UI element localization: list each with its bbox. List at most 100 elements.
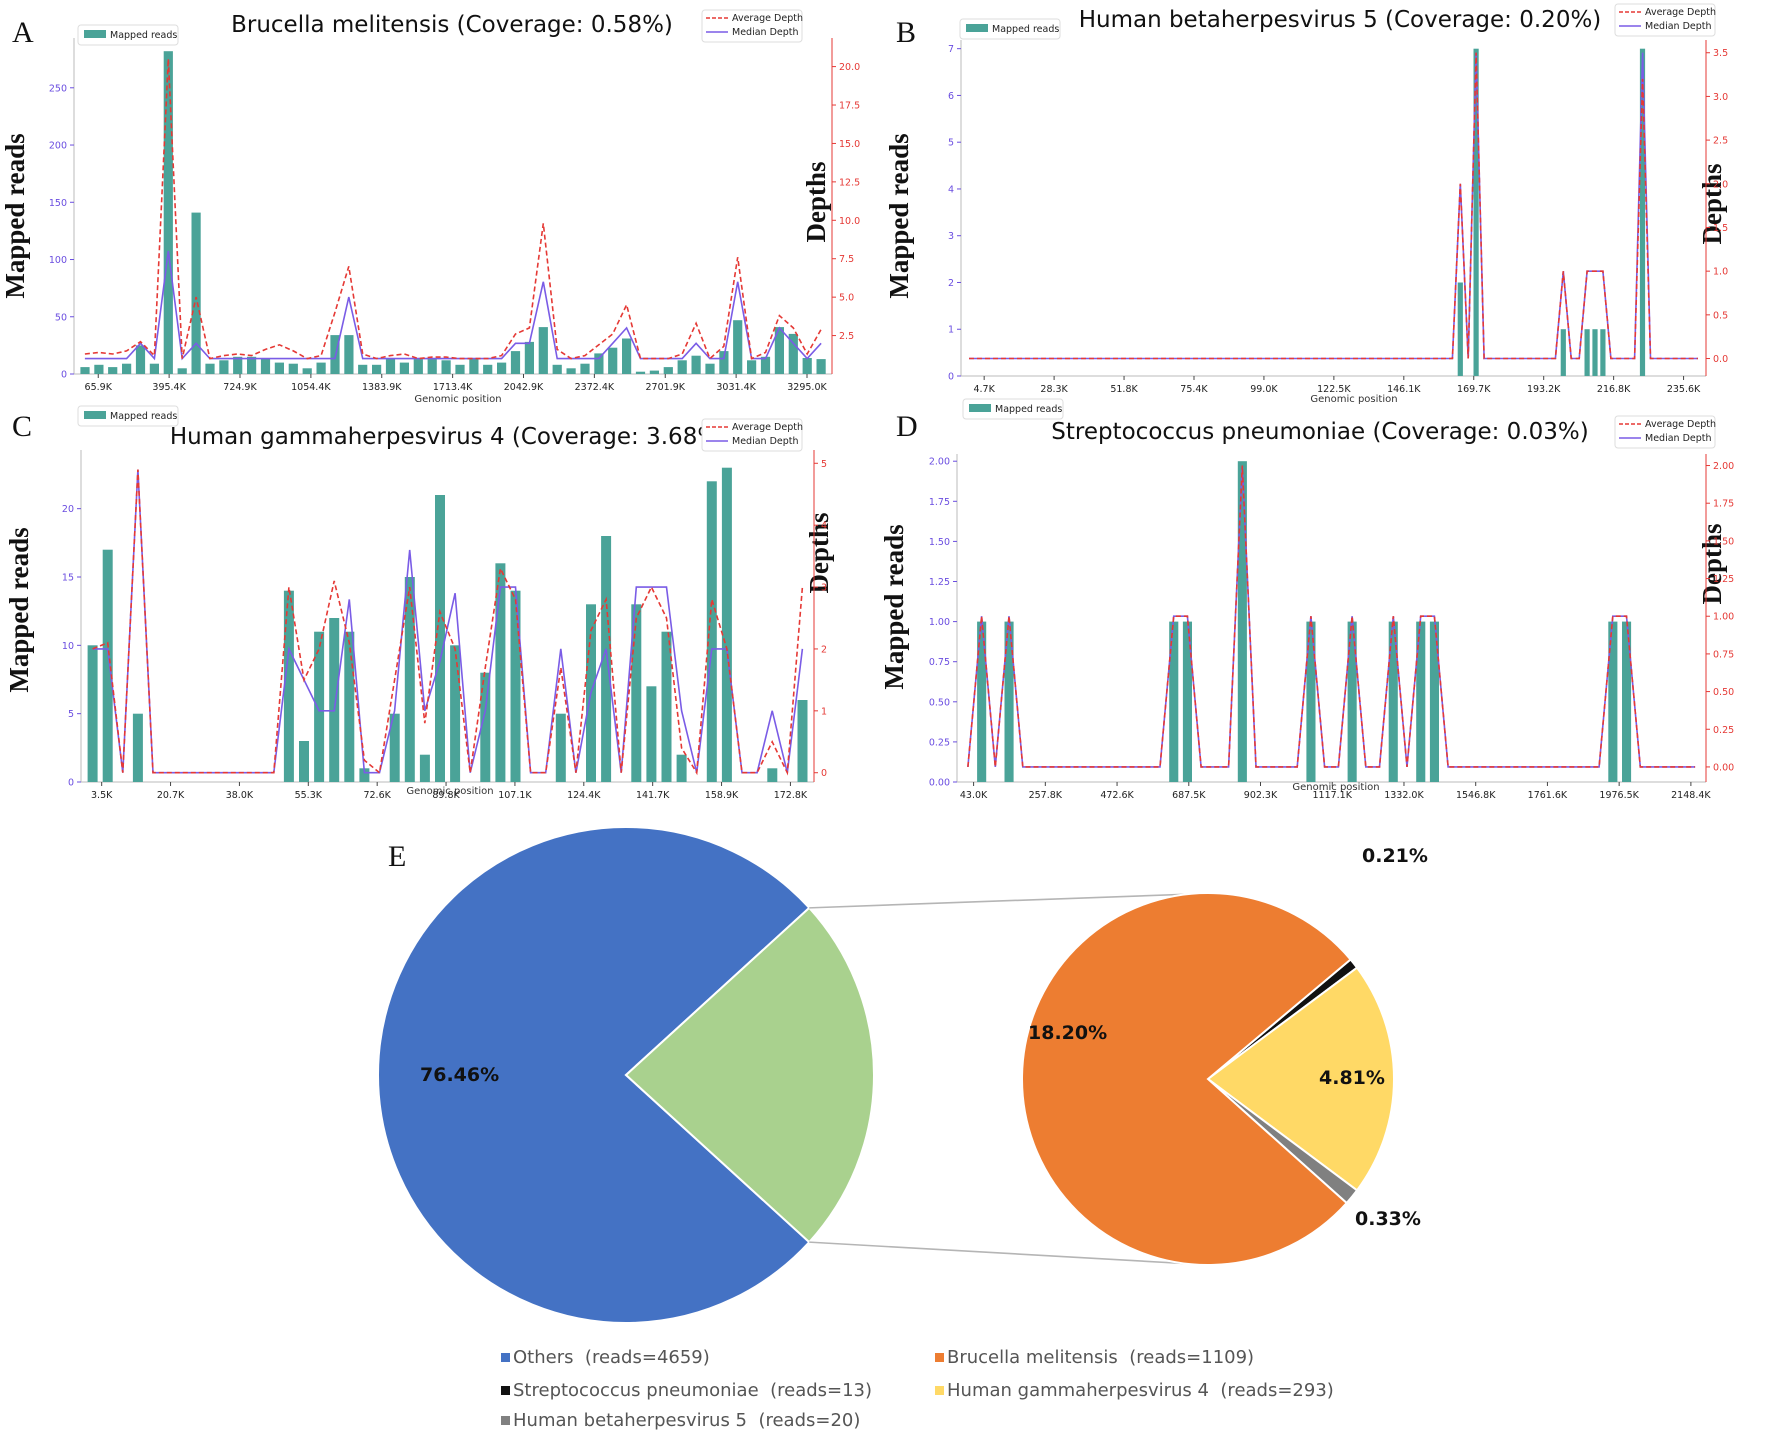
chart-c-ytick-right-label: 3: [821, 583, 827, 594]
chart-c-xtick-label: 172.8K: [774, 790, 808, 801]
chart-c-ytick-left-label: 10: [62, 641, 74, 652]
slice-group: [624, 906, 876, 1244]
chart-c-ytick-left-label: 15: [62, 573, 74, 584]
slice-others-label: 76.46%: [420, 1064, 499, 1086]
chart-c-ytick-left-label: 5: [68, 709, 74, 720]
chart-a-ytick-right-label: 7.5: [839, 254, 854, 265]
chart-b-xlabel: Genomic position: [1310, 394, 1397, 405]
chart-b-ytick-left-label: 6: [948, 91, 954, 102]
chart-a-bar: [580, 363, 590, 374]
chart-c-bar: [480, 672, 491, 782]
chart-d-bar: [1182, 621, 1192, 782]
chart-d-ylabel-right: Depths: [1697, 523, 1727, 604]
chart-c-plot: 3.5K 20.7K 38.0K 55.3K 72.6K 89.8K 107.1K 124.4…: [62, 405, 827, 801]
chart-a-bar: [427, 359, 437, 374]
chart-c-xtick-label: 124.4K: [567, 790, 601, 801]
pie-legend: Others (reads=4659) Brucella melitensis (…: [501, 1347, 1334, 1431]
slice-streptococcus-label: 0.21%: [1362, 845, 1428, 867]
chart-d-xlabel: Genomic position: [1292, 782, 1379, 793]
chart-b: Human betaherpesvirus 5 (Coverage: 0.20%…: [884, 3, 1728, 405]
chart-a-ytick-left-label: 200: [49, 141, 67, 152]
slice-betaherpesvirus-label: 0.33%: [1355, 1208, 1421, 1230]
panel-letter-e: E: [388, 840, 406, 873]
chart-c-bar: [706, 481, 717, 782]
chart-a-bar: [552, 364, 562, 374]
chart-a-ytick-right-label: 2.5: [839, 331, 854, 342]
chart-b-ytick-left-label: 7: [948, 44, 954, 55]
chart-a-bar: [177, 368, 187, 374]
chart-a-bar: [677, 360, 687, 374]
chart-c-ytick-left-label: 20: [62, 504, 74, 515]
chart-c-bar: [555, 713, 566, 782]
chart-d-ytick-left-label: 0.50: [929, 697, 950, 708]
chart-a-bar: [358, 364, 368, 374]
chart-a-legend-label-median: Median Depth: [732, 27, 799, 38]
chart-a-bar: [344, 335, 354, 374]
chart-d-bar: [1004, 621, 1014, 782]
chart-a-bar: [372, 364, 382, 374]
chart-a-bar: [802, 358, 812, 374]
chart-d-ytick-right-label: 1.25: [1713, 574, 1734, 585]
chart-a-bar: [483, 364, 493, 374]
chart-d-ytick-right-label: 0.75: [1713, 649, 1734, 660]
chart-d-ytick-left-label: 0.25: [929, 737, 950, 748]
chart-d-legend-label-median: Median Depth: [1645, 433, 1712, 444]
chart-a-bar: [399, 362, 409, 374]
chart-d-xtick-label: 257.8K: [1029, 790, 1063, 801]
chart-c-bar: [450, 645, 461, 782]
chart-b-bar: [1639, 48, 1646, 376]
legend-item-betaherpesvirus-label: Human betaherpesvirus 5 (reads=20): [513, 1410, 860, 1431]
chart-b-average-line: [969, 52, 1698, 360]
chart-b-xtick-label: 146.1K: [1387, 384, 1421, 395]
chart-a-bar: [469, 359, 479, 374]
slice-gammaherpesvirus: [1206, 966, 1396, 1192]
slice-others: [377, 826, 811, 1324]
chart-c-bar: [495, 563, 506, 782]
legend-item-gammaherpesvirus-label: Human gammaherpesvirus 4 (reads=293): [947, 1380, 1334, 1401]
chart-d-xtick-label: 472.6K: [1100, 790, 1134, 801]
chart-b-ylabel-right: Depths: [1697, 163, 1727, 244]
chart-d-xtick-label: 1117.1K: [1312, 790, 1352, 801]
chart-c-xtick-label: 107.1K: [498, 790, 532, 801]
chart-a-bar: [122, 363, 132, 374]
chart-a-bar: [260, 358, 271, 374]
chart-d-ytick-right-label: 2.00: [1713, 461, 1734, 472]
chart-b-legend-label-avg: Average Depth: [1645, 7, 1716, 18]
chart-c-legend-label-bars: Mapped reads: [110, 411, 177, 422]
chart-a-bar: [219, 360, 229, 374]
chart-d-ytick-left-label: 1.25: [929, 577, 950, 588]
chart-b-xtick-label: 193.2K: [1527, 384, 1561, 395]
chart-c: Human gammaherpesvirus 4 (Coverage: 3.68…: [4, 405, 834, 801]
chart-d-ytick-right-label: 1.50: [1713, 536, 1734, 547]
chart-c-ytick-right-label: 5: [821, 459, 827, 470]
chart-c-legend-lines: Average Depth Median Depth: [701, 418, 803, 452]
chart-c-bar: [299, 741, 309, 782]
chart-b-legend-bars: Mapped reads: [959, 18, 1061, 40]
chart-d-ytick-left-label: 1.75: [929, 497, 950, 508]
chart-a-bar: [663, 367, 673, 374]
chart-c-ytick-left-label: 0: [68, 778, 74, 789]
legend-item-gammaherpesvirus-swatch: [935, 1386, 944, 1395]
chart-b-xtick-label: 4.7K: [973, 384, 995, 395]
chart-b-xtick-label: 28.3K: [1040, 384, 1068, 395]
chart-b-bar: [1473, 48, 1479, 376]
chart-b-ytick-right-label: 3.0: [1713, 92, 1728, 103]
chart-a-bar: [497, 362, 507, 374]
chart-a-average-line: [84, 58, 822, 360]
chart-c-xtick-label: 72.6K: [363, 790, 391, 801]
chart-d-bar: [1622, 621, 1632, 782]
chart-a-bar: [510, 351, 521, 374]
chart-b-xtick-label: 235.6K: [1667, 384, 1701, 395]
chart-b-bar: [1457, 282, 1463, 376]
chart-a-bar: [774, 327, 784, 374]
chart-a-xtick-label: 1383.9K: [362, 382, 402, 393]
sub-pie: 18.20% 0.21% 4.81% 0.33%: [1021, 845, 1428, 1266]
chart-d-ytick-right-label: 1.00: [1713, 612, 1734, 623]
chart-b-legend-label-bars: Mapped reads: [992, 24, 1059, 35]
chart-d-bar: [1237, 461, 1247, 782]
chart-a-bar: [594, 353, 604, 374]
chart-d-bar: [1429, 621, 1439, 782]
chart-a-bar: [191, 212, 201, 374]
chart-a-bar: [705, 363, 715, 374]
